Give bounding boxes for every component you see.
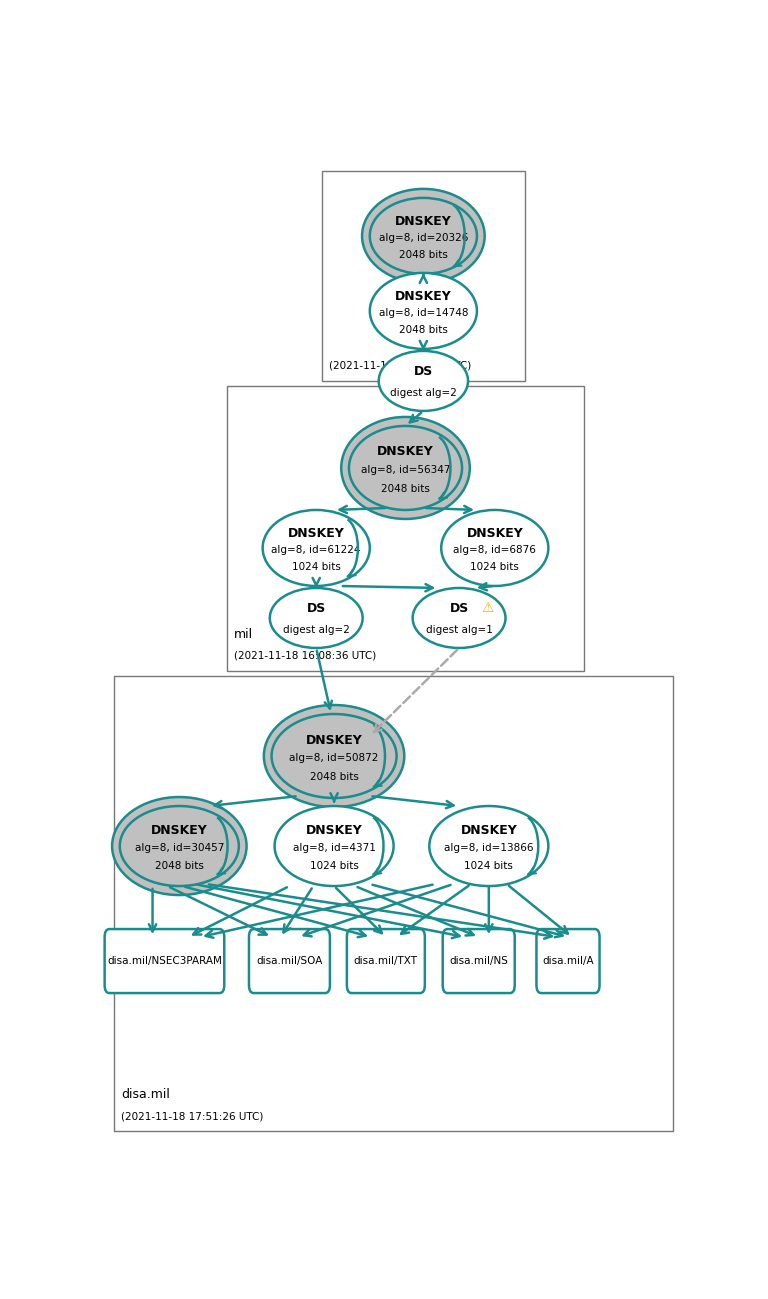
Ellipse shape — [120, 805, 239, 886]
FancyBboxPatch shape — [537, 929, 600, 992]
Text: alg=8, id=61224: alg=8, id=61224 — [271, 544, 361, 555]
Text: digest alg=1: digest alg=1 — [425, 625, 492, 635]
Text: disa.mil/NS: disa.mil/NS — [449, 956, 508, 966]
Text: disa.mil/TXT: disa.mil/TXT — [354, 956, 418, 966]
Text: DNSKEY: DNSKEY — [395, 214, 452, 227]
Text: alg=8, id=20326: alg=8, id=20326 — [379, 233, 468, 243]
Text: 2048 bits: 2048 bits — [381, 485, 430, 494]
Ellipse shape — [379, 351, 468, 410]
Text: 1024 bits: 1024 bits — [470, 562, 519, 572]
Bar — [323, 171, 525, 381]
Text: disa.mil: disa.mil — [121, 1089, 170, 1102]
Ellipse shape — [272, 714, 396, 798]
Text: ⚠: ⚠ — [482, 600, 494, 614]
Ellipse shape — [412, 588, 505, 648]
Text: alg=8, id=56347: alg=8, id=56347 — [361, 465, 450, 475]
Text: digest alg=2: digest alg=2 — [283, 625, 349, 635]
Ellipse shape — [341, 417, 470, 520]
Text: mil: mil — [234, 627, 253, 640]
Ellipse shape — [112, 798, 247, 895]
Text: alg=8, id=30457: alg=8, id=30457 — [134, 843, 224, 853]
Text: disa.mil/SOA: disa.mil/SOA — [257, 956, 323, 966]
Text: DNSKEY: DNSKEY — [306, 825, 362, 838]
Text: 1024 bits: 1024 bits — [465, 861, 513, 872]
Ellipse shape — [275, 805, 393, 886]
Text: DNSKEY: DNSKEY — [151, 825, 207, 838]
Text: (2021-11-18 17:51:26 UTC): (2021-11-18 17:51:26 UTC) — [121, 1111, 263, 1121]
Text: DNSKEY: DNSKEY — [377, 446, 434, 459]
Text: 2048 bits: 2048 bits — [310, 772, 359, 782]
Text: alg=8, id=14748: alg=8, id=14748 — [379, 308, 468, 318]
Ellipse shape — [263, 511, 370, 586]
Text: 2048 bits: 2048 bits — [399, 325, 448, 335]
Bar — [114, 675, 674, 1131]
FancyBboxPatch shape — [249, 929, 330, 992]
Text: DNSKEY: DNSKEY — [466, 527, 523, 540]
FancyBboxPatch shape — [347, 929, 425, 992]
Text: disa.mil/NSEC3PARAM: disa.mil/NSEC3PARAM — [107, 956, 222, 966]
Text: 1024 bits: 1024 bits — [310, 861, 359, 872]
Text: DNSKEY: DNSKEY — [306, 734, 362, 747]
Text: alg=8, id=13866: alg=8, id=13866 — [444, 843, 534, 853]
Text: disa.mil/A: disa.mil/A — [542, 956, 594, 966]
Ellipse shape — [429, 805, 548, 886]
FancyBboxPatch shape — [442, 929, 515, 992]
FancyBboxPatch shape — [104, 929, 224, 992]
Text: alg=8, id=4371: alg=8, id=4371 — [293, 843, 376, 853]
Text: digest alg=2: digest alg=2 — [390, 388, 457, 397]
Text: DS: DS — [306, 603, 326, 616]
Text: alg=8, id=50872: alg=8, id=50872 — [290, 753, 379, 763]
Text: alg=8, id=6876: alg=8, id=6876 — [453, 544, 536, 555]
Text: (2021-11-18 16:08:36 UTC): (2021-11-18 16:08:36 UTC) — [234, 651, 376, 661]
Text: DNSKEY: DNSKEY — [395, 290, 452, 303]
Text: (2021-11-18 14:01:56 UTC): (2021-11-18 14:01:56 UTC) — [329, 361, 472, 372]
Ellipse shape — [264, 705, 404, 807]
Ellipse shape — [349, 426, 462, 511]
Text: DNSKEY: DNSKEY — [288, 527, 345, 540]
Text: DS: DS — [414, 365, 433, 378]
Text: 2048 bits: 2048 bits — [399, 249, 448, 260]
Ellipse shape — [370, 197, 477, 274]
Ellipse shape — [370, 273, 477, 349]
Ellipse shape — [362, 188, 485, 283]
Bar — [227, 386, 584, 672]
Text: DNSKEY: DNSKEY — [461, 825, 517, 838]
Text: 2048 bits: 2048 bits — [155, 861, 204, 872]
Ellipse shape — [441, 511, 548, 586]
Ellipse shape — [270, 588, 362, 648]
Text: DS: DS — [449, 603, 468, 616]
Text: 1024 bits: 1024 bits — [292, 562, 341, 572]
